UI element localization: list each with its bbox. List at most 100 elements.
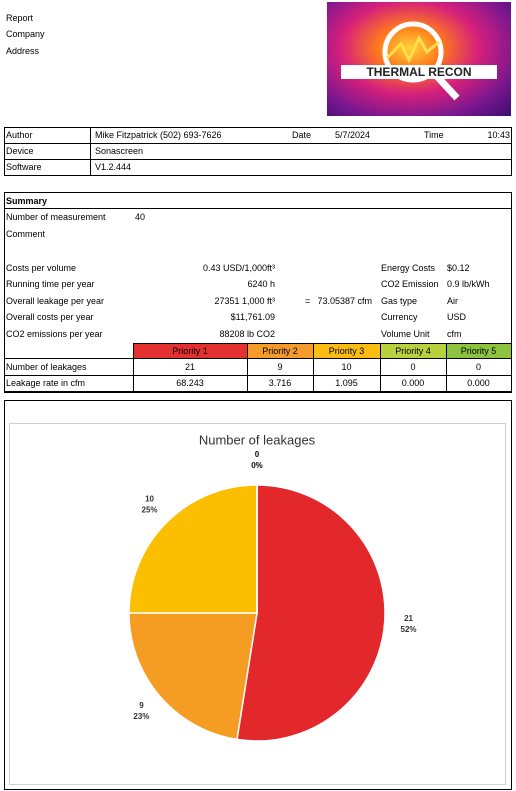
percent-label: 52% [401,625,417,634]
summary-value: USD [447,312,467,322]
summary-value: 6240 h [247,279,275,289]
summary-label: Overall leakage per year [6,295,105,306]
row-value: 0 [475,361,481,372]
rule [4,143,512,144]
summary-label: Costs per volume [6,262,77,273]
rule [4,391,512,392]
summary-value: $11,761.09 [230,312,275,322]
priority-header: Priority 4 [395,345,431,356]
info-label: Time [424,129,444,140]
priority-header: Priority 2 [262,345,298,356]
rule [133,343,511,344]
pie-slice [236,484,386,742]
logo: THERMAL RECON [327,2,511,116]
row-value: 0.000 [401,378,425,388]
logo-band [341,65,497,79]
summary-value: cfm [447,328,462,339]
summary-box [4,192,512,393]
rule [4,159,512,160]
priority-header: Priority 5 [460,345,497,356]
row-value: 0.000 [467,378,490,388]
row-label: Number of leakages [6,361,87,372]
rule [4,375,512,376]
priority-header: Priority 3 [328,345,365,356]
logo-text: THERMAL RECON [366,65,471,79]
info-label: Software [6,161,42,172]
pie-slice [128,612,258,741]
info-value: V1.2.444 [95,161,132,172]
info-value: Mike Fitzpatrick (502) 693-7626 [95,129,222,140]
data-label: 0 [255,450,260,459]
rule [4,208,512,209]
logo-graphic: THERMAL RECON [341,21,497,101]
info-value: 5/7/2024 [335,129,371,140]
row-value: 68.243 [176,378,204,388]
rule [511,343,512,391]
rule [313,343,314,391]
data-label: 0 [255,450,260,459]
summary-label: Number of measurement [6,211,106,222]
row-value: 10 [341,361,352,372]
info-box [4,127,512,176]
rule [4,358,512,359]
percent-label: 25% [142,506,158,515]
summary-label: Overall costs per year [6,312,94,322]
summary-label: CO2 Emission [381,279,439,289]
priority-header-cell [446,343,511,358]
chart-outer [4,400,512,790]
summary-label: Comment [6,228,46,239]
summary-value: 88208 lb CO2 [219,328,275,339]
rule [446,343,447,391]
priority-header-cell [380,343,446,358]
summary-label: Energy Costs [381,262,436,273]
summary-label: Volume Unit [381,328,430,339]
summary-value: 0.43 USD/1,000ft³ [202,262,275,273]
rule [247,343,248,391]
summary-label: Currency [381,312,418,322]
summary-value: $0.12 [447,262,470,273]
header-field: Address [6,45,40,56]
logo-lens [382,21,444,83]
row-label: Leakage rate in cfm [6,378,86,388]
percent-label: 23% [133,712,149,721]
percent-label: 0% [251,461,263,470]
chart-area [9,423,506,785]
row-value: 1.095 [335,378,358,388]
summary-label: Gas type [381,295,418,306]
info-label: Date [292,129,312,140]
summary-value: 0.9 lb/kWh [447,279,490,289]
percent-label: 0% [251,461,263,470]
info-value: Sonascreen [95,145,144,156]
summary-value: 73.05387 cfm [317,295,372,306]
summary-label: Running time per year [6,279,95,289]
summary-value: 27351 1,000 ft³ [214,295,275,306]
chart-title: Number of leakages [199,432,316,447]
priority-header-cell [247,343,313,358]
summary-label: CO2 emissions per year [6,328,103,339]
data-label: 21 [404,614,413,623]
rule [133,343,134,391]
summary-title: Summary [6,195,48,206]
info-label: Author [6,129,33,140]
rule [380,343,381,391]
priority-header-cell [313,343,380,358]
data-label: 10 [145,495,154,504]
rule [90,127,91,176]
priority-header: Priority 1 [172,345,208,356]
summary-value: Air [447,295,458,306]
priority-header-cell [133,343,247,358]
summary-equals: = [305,295,311,306]
data-label: 9 [139,701,144,710]
row-value: 21 [184,361,195,372]
header-field: Company [6,29,45,39]
info-value: 10:43 [487,129,510,140]
pie-slice [128,484,258,614]
summary-value: 40 [135,211,146,222]
row-value: 0 [410,361,416,372]
info-label: Device [6,145,34,156]
row-value: 3.716 [268,378,292,388]
logo-wave [385,34,440,64]
row-value: 9 [277,361,283,372]
